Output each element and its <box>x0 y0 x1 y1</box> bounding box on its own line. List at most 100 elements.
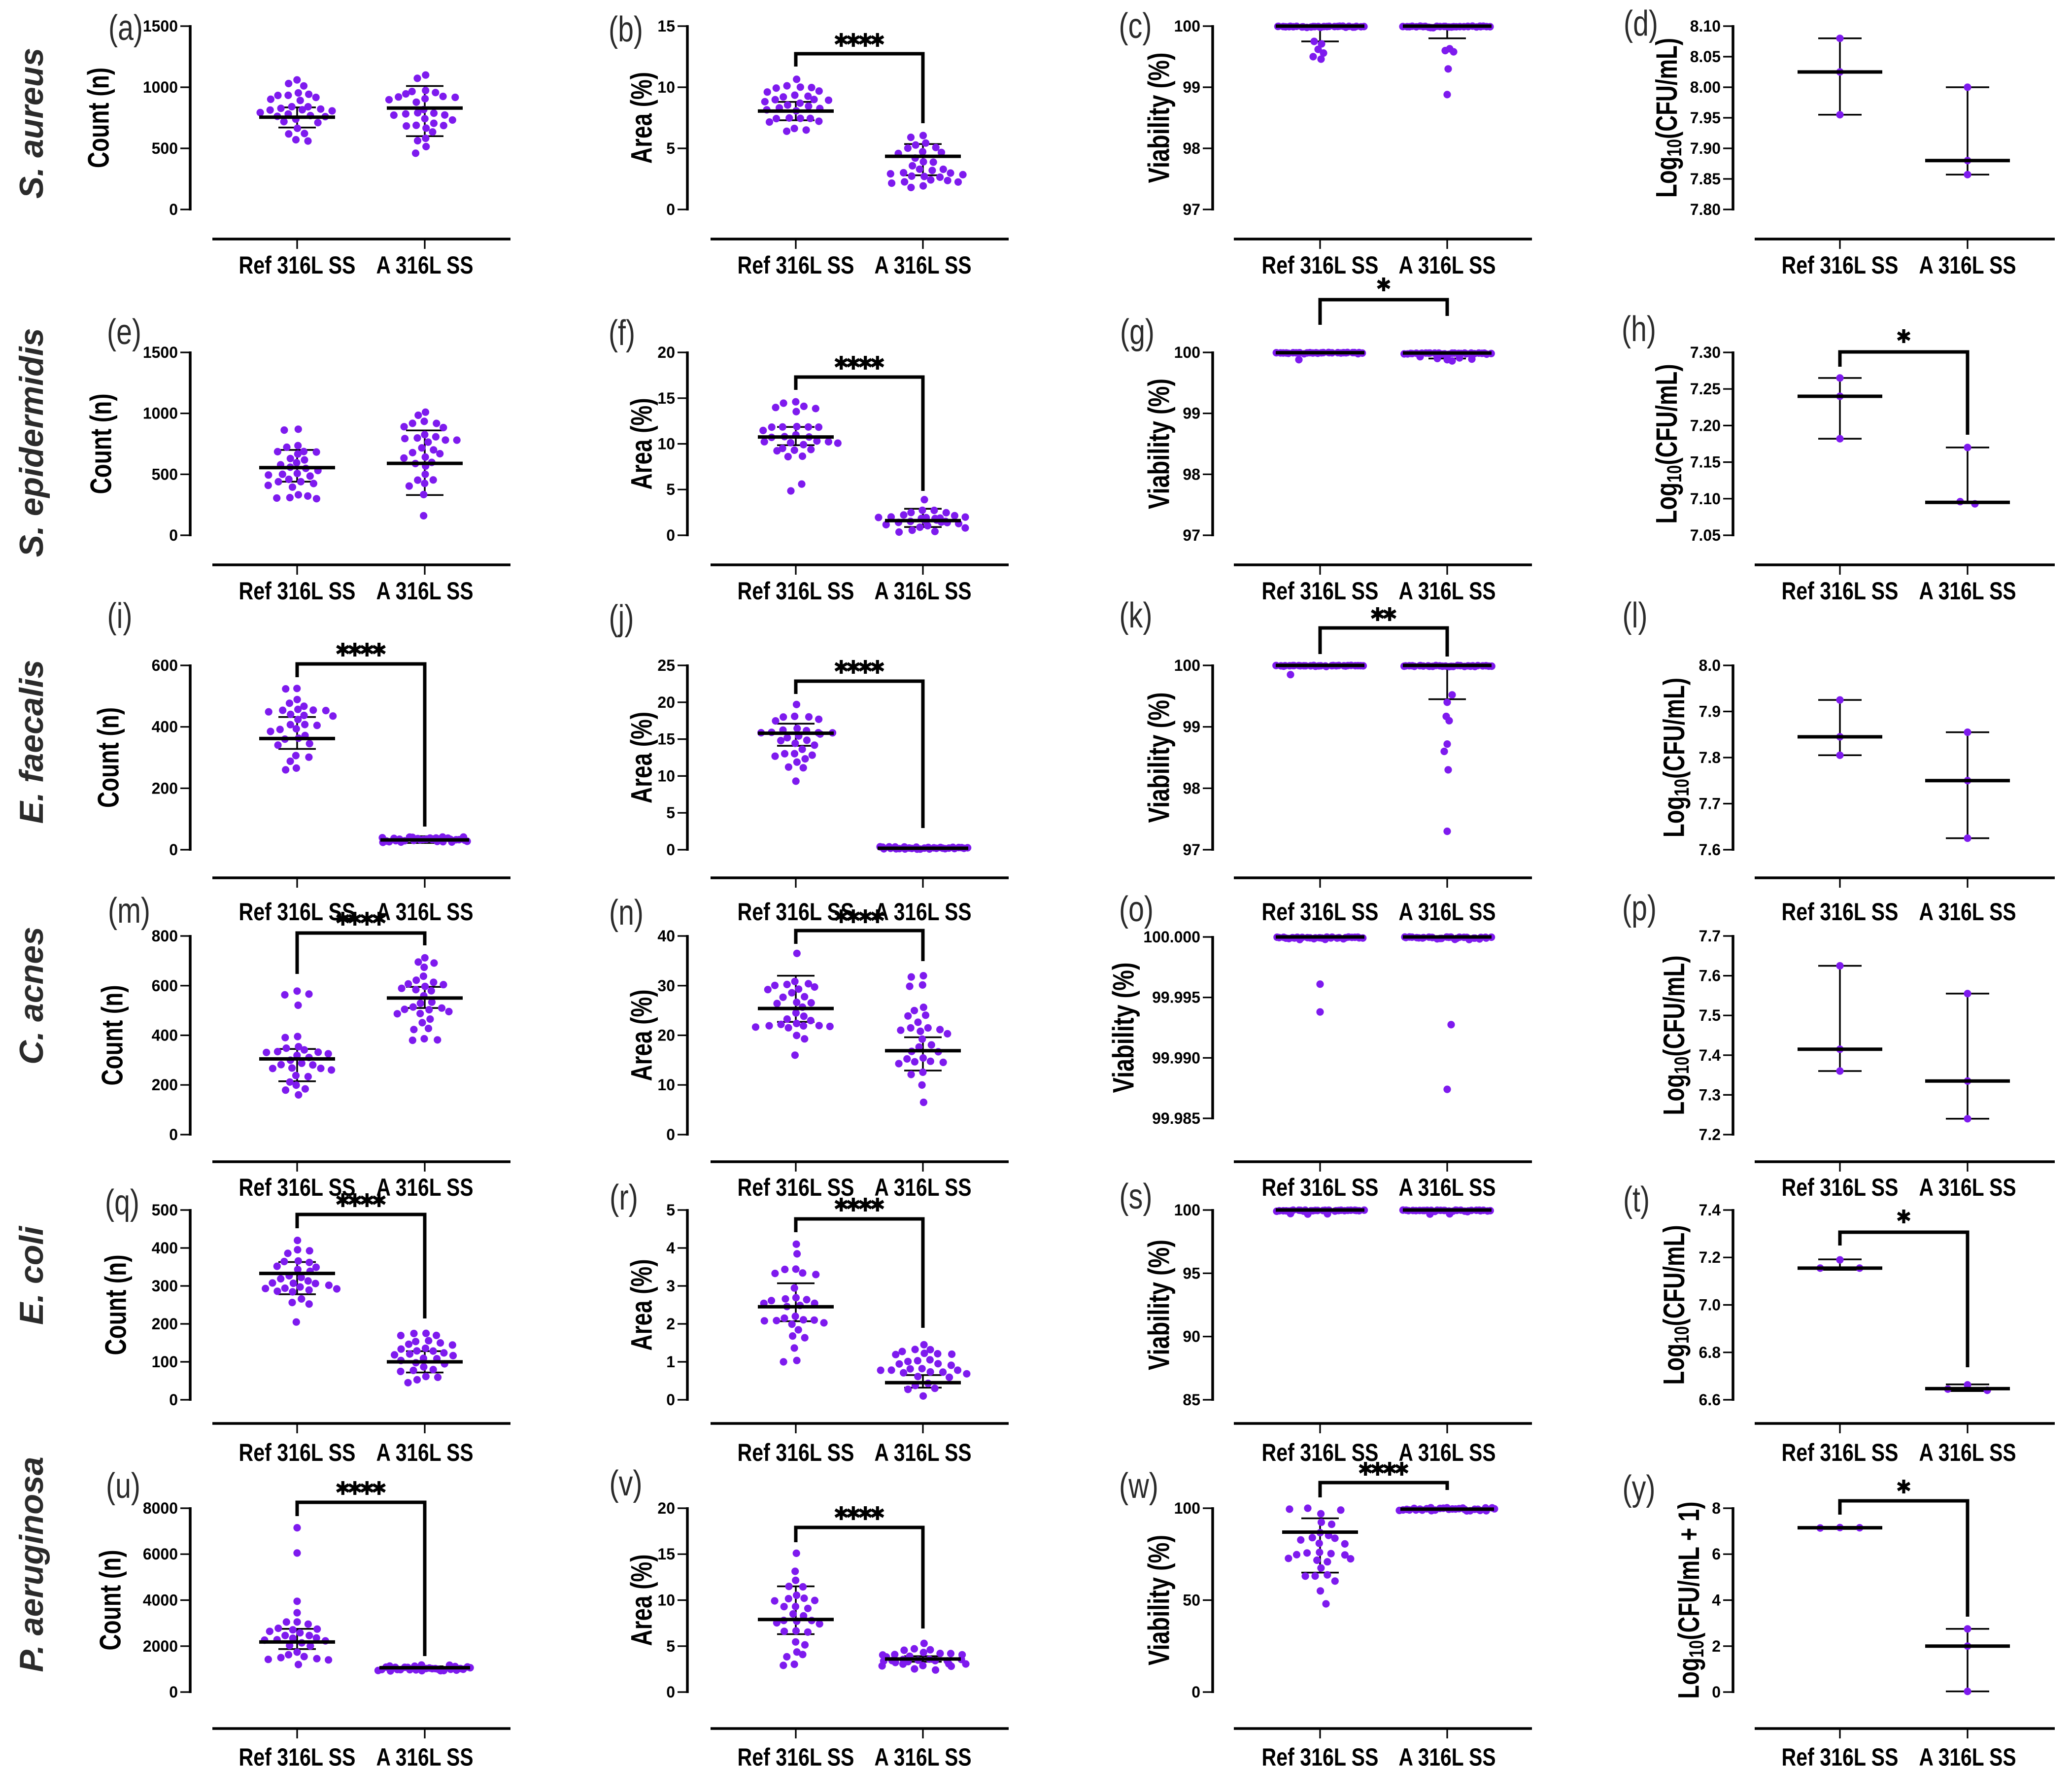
svg-text:Ref 316L SS: Ref 316L SS <box>738 1174 854 1201</box>
svg-text:Viability (%): Viability (%) <box>1143 379 1176 509</box>
svg-text:Count (n): Count (n) <box>100 1255 133 1355</box>
svg-text:100: 100 <box>1174 17 1200 35</box>
svg-text:Area (%): Area (%) <box>625 1259 658 1351</box>
svg-text:A 316L SS: A 316L SS <box>1399 251 1496 279</box>
svg-text:0: 0 <box>169 841 178 859</box>
svg-text:7.25: 7.25 <box>1690 380 1721 398</box>
svg-text:10: 10 <box>657 1592 675 1609</box>
svg-text:0: 0 <box>169 1126 178 1143</box>
svg-text:10: 10 <box>657 1076 675 1094</box>
svg-text:(a): (a) <box>108 8 143 48</box>
svg-text:Viability (%): Viability (%) <box>1143 1240 1176 1370</box>
svg-text:A 316L SS: A 316L SS <box>376 1439 474 1466</box>
svg-text:7.15: 7.15 <box>1690 453 1721 471</box>
svg-text:15: 15 <box>657 17 675 35</box>
svg-text:A 316L SS: A 316L SS <box>376 251 474 279</box>
svg-text:Ref 316L SS: Ref 316L SS <box>738 577 854 605</box>
svg-text:7.80: 7.80 <box>1690 201 1721 218</box>
svg-text:7.8: 7.8 <box>1699 749 1721 766</box>
svg-text:1: 1 <box>666 1353 675 1371</box>
svg-text:0: 0 <box>666 1126 675 1143</box>
svg-text:A 316L SS: A 316L SS <box>1399 1743 1496 1766</box>
svg-text:(h): (h) <box>1622 310 1656 349</box>
svg-text:A 316L SS: A 316L SS <box>875 1439 972 1466</box>
svg-text:100: 100 <box>1174 657 1200 674</box>
svg-text:A 316L SS: A 316L SS <box>376 898 474 926</box>
svg-text:7.2: 7.2 <box>1699 1126 1721 1143</box>
svg-text:Ref 316L SS: Ref 316L SS <box>239 1743 356 1766</box>
svg-text:Area (%): Area (%) <box>625 398 658 490</box>
svg-text:5: 5 <box>666 804 675 822</box>
svg-text:5: 5 <box>666 1201 675 1219</box>
svg-text:A 316L SS: A 316L SS <box>1399 898 1496 926</box>
svg-text:A 316L SS: A 316L SS <box>875 898 972 926</box>
svg-text:40: 40 <box>657 927 675 945</box>
svg-text:98: 98 <box>1183 779 1200 797</box>
svg-text:400: 400 <box>152 1027 178 1044</box>
svg-text:A 316L SS: A 316L SS <box>1919 1174 2016 1201</box>
svg-text:Ref 316L SS: Ref 316L SS <box>239 577 356 605</box>
svg-text:15: 15 <box>657 1545 675 1563</box>
svg-text:600: 600 <box>152 657 178 674</box>
svg-text:Log10(CFU/mL): Log10(CFU/mL) <box>1658 678 1693 837</box>
svg-text:8: 8 <box>1712 1499 1721 1517</box>
svg-text:98: 98 <box>1183 465 1200 483</box>
svg-text:Viability (%): Viability (%) <box>1107 963 1140 1093</box>
svg-text:7.4: 7.4 <box>1699 1046 1721 1064</box>
svg-text:(n): (n) <box>609 893 644 933</box>
svg-text:200: 200 <box>152 1076 178 1094</box>
svg-text:Count (n): Count (n) <box>92 707 125 808</box>
svg-text:A 316L SS: A 316L SS <box>875 1743 972 1766</box>
svg-text:Log10(CFU/mL): Log10(CFU/mL) <box>1650 38 1686 198</box>
svg-text:4000: 4000 <box>143 1592 178 1609</box>
svg-text:A 316L SS: A 316L SS <box>1399 577 1496 605</box>
svg-text:Count (n): Count (n) <box>94 1550 127 1651</box>
svg-text:10: 10 <box>657 767 675 785</box>
svg-text:A 316L SS: A 316L SS <box>1399 1439 1496 1466</box>
svg-text:2: 2 <box>666 1315 675 1333</box>
svg-text:0: 0 <box>169 1391 178 1409</box>
svg-text:100: 100 <box>152 1353 178 1371</box>
svg-text:Area (%): Area (%) <box>625 712 658 803</box>
svg-text:Ref 316L SS: Ref 316L SS <box>239 1439 356 1466</box>
svg-text:Ref 316L SS: Ref 316L SS <box>1782 1743 1899 1766</box>
svg-text:7.4: 7.4 <box>1699 1201 1721 1219</box>
svg-text:4: 4 <box>666 1239 675 1257</box>
svg-text:20: 20 <box>657 1499 675 1517</box>
svg-text:7.30: 7.30 <box>1690 344 1721 361</box>
svg-text:Ref 316L SS: Ref 316L SS <box>1262 1743 1379 1766</box>
svg-text:S. epidermidis: S. epidermidis <box>13 328 50 557</box>
svg-text:6.6: 6.6 <box>1699 1391 1721 1409</box>
svg-text:Ref 316L SS: Ref 316L SS <box>738 1439 854 1466</box>
svg-text:7.5: 7.5 <box>1699 1006 1721 1024</box>
svg-text:7.6: 7.6 <box>1699 967 1721 985</box>
svg-text:7.05: 7.05 <box>1690 526 1721 544</box>
svg-text:Log10(CFU/mL): Log10(CFU/mL) <box>1650 364 1686 524</box>
svg-text:(q): (q) <box>105 1183 139 1222</box>
svg-text:A 316L SS: A 316L SS <box>1919 251 2016 279</box>
svg-text:Count (n): Count (n) <box>82 68 115 168</box>
svg-text:6: 6 <box>1712 1545 1721 1563</box>
svg-text:(u): (u) <box>106 1466 140 1506</box>
svg-text:600: 600 <box>152 977 178 995</box>
svg-text:90: 90 <box>1183 1328 1200 1346</box>
svg-text:Ref 316L SS: Ref 316L SS <box>1262 251 1379 279</box>
svg-text:100: 100 <box>1174 1201 1200 1219</box>
svg-text:7.95: 7.95 <box>1690 109 1721 127</box>
svg-text:Ref 316L SS: Ref 316L SS <box>738 1743 854 1766</box>
svg-text:(l): (l) <box>1623 596 1648 635</box>
svg-text:98: 98 <box>1183 139 1200 157</box>
svg-text:10: 10 <box>657 435 675 453</box>
svg-text:5: 5 <box>666 481 675 498</box>
svg-text:Log10(CFU/mL): Log10(CFU/mL) <box>1658 1225 1693 1385</box>
svg-text:Viability (%): Viability (%) <box>1143 693 1176 823</box>
svg-text:A 316L SS: A 316L SS <box>376 1174 474 1201</box>
svg-text:3: 3 <box>666 1277 675 1295</box>
svg-text:(v): (v) <box>610 1464 643 1503</box>
svg-text:5: 5 <box>666 139 675 157</box>
svg-text:400: 400 <box>152 1239 178 1257</box>
svg-text:4: 4 <box>1712 1592 1721 1609</box>
svg-text:0: 0 <box>1712 1683 1721 1701</box>
svg-text:500: 500 <box>152 1201 178 1219</box>
svg-text:7.10: 7.10 <box>1690 490 1721 508</box>
